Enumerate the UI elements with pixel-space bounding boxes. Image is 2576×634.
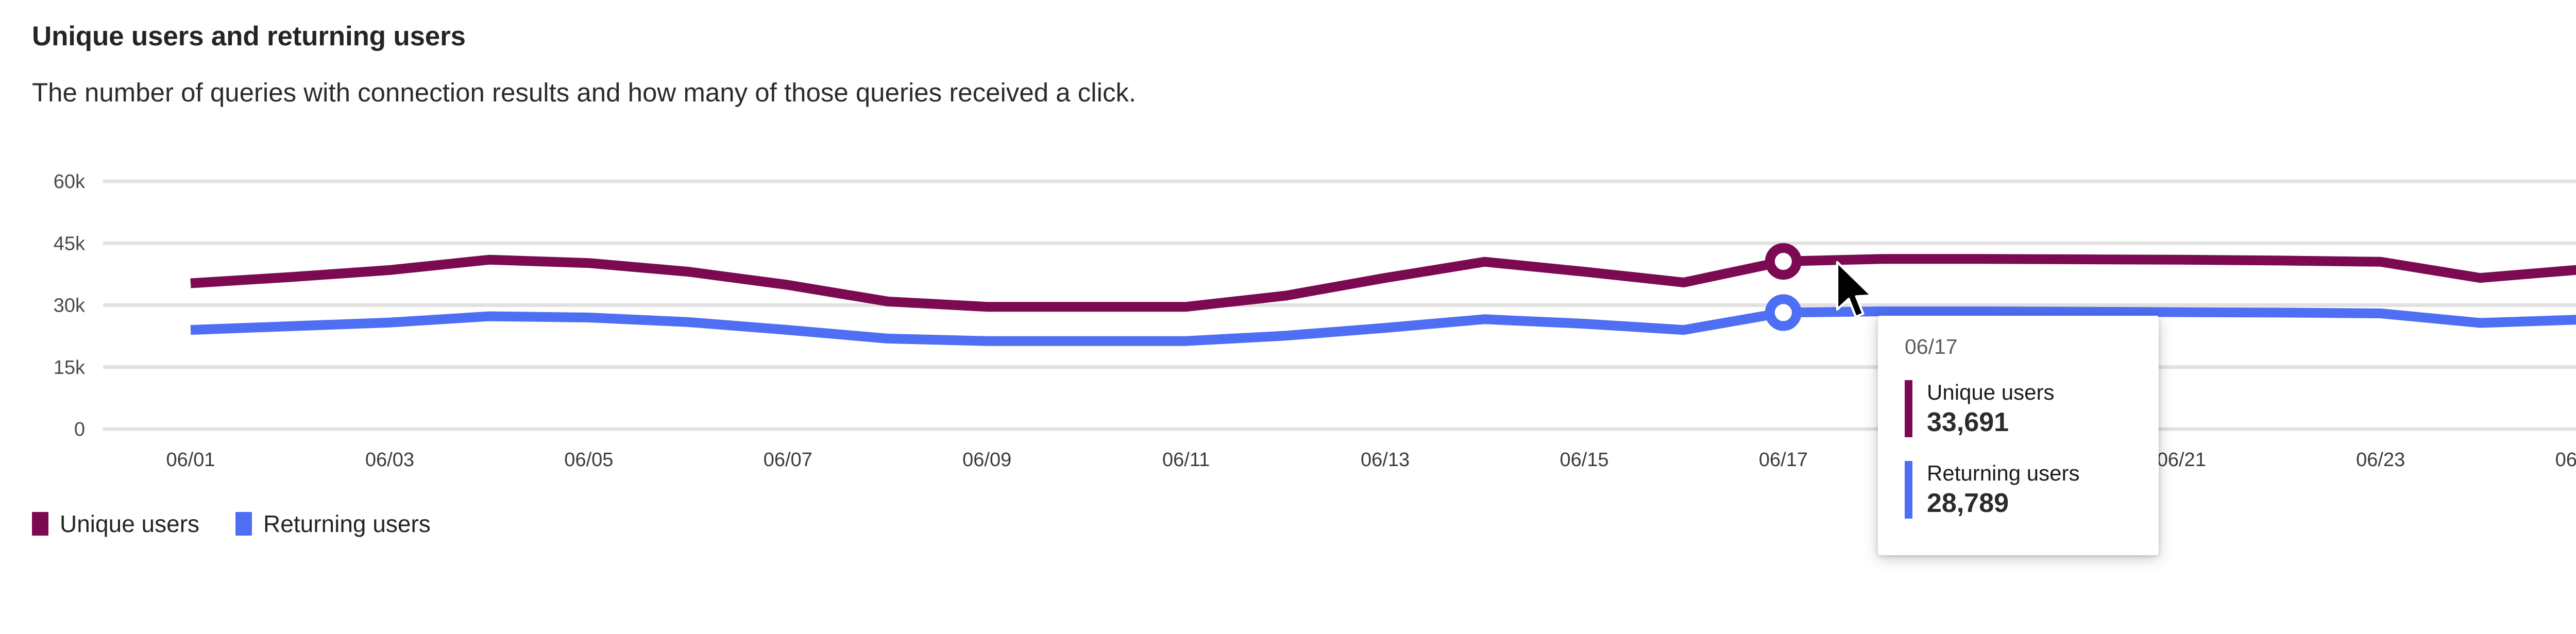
x-axis-tick-label: 06/17 — [1759, 449, 1808, 471]
tooltip-row-unique-users: Unique users 33,691 — [1905, 380, 2132, 438]
tooltip-series-value: 33,691 — [1927, 407, 2009, 438]
hover-markers — [1765, 243, 1802, 331]
tooltip-series-value: 28,789 — [1927, 488, 2009, 519]
x-axis-tick-label: 06/21 — [2157, 449, 2206, 471]
y-axis-tick-label: 0 — [74, 419, 85, 440]
legend-item-unique-users[interactable]: Unique users — [32, 510, 199, 538]
x-axis-tick-label: 06/13 — [1361, 449, 1410, 471]
tooltip-series-name: Returning users — [1927, 461, 2080, 486]
tooltip-row-returning-users: Returning users 28,789 — [1905, 461, 2132, 519]
hover-point-marker[interactable] — [1765, 243, 1802, 280]
tooltip-series-name: Unique users — [1927, 380, 2055, 404]
hover-point-marker[interactable] — [1765, 294, 1802, 331]
x-axis-tick-label: 06/05 — [564, 449, 613, 471]
legend-swatch-icon — [32, 512, 48, 536]
x-axis-tick-label: 06/03 — [365, 449, 414, 471]
x-axis-tick-label: 06/15 — [1560, 449, 1608, 471]
legend-label: Returning users — [263, 510, 431, 537]
x-axis-tick-label: 06/09 — [962, 449, 1011, 471]
y-axis-tick-label: 30k — [54, 295, 86, 317]
tooltip-series-color-bar — [1905, 461, 1912, 519]
gridlines — [103, 179, 2576, 431]
x-axis-tick-labels: 06/01 06/03 06/05 06/07 06/09 06/11 06/13 06/15… — [166, 449, 2576, 471]
legend-swatch-icon — [235, 512, 252, 536]
page-title: Unique users and returning users — [32, 21, 466, 52]
y-axis-tick-labels: 0 15k 30k 45k 60k — [54, 171, 86, 440]
x-axis-tick-label: 06/25 — [2555, 449, 2576, 471]
plot-area: 0 15k 30k 45k 60k 06/01 06/03 06/05 06/07 06/09 0… — [0, 155, 2576, 474]
chart-tooltip: 06/17 Unique users 33,691 Returning user… — [1878, 316, 2159, 555]
x-axis-tick-label: 06/01 — [166, 449, 215, 471]
tooltip-date: 06/17 — [1905, 335, 1958, 358]
series-line — [190, 306, 2576, 346]
series-line — [190, 254, 2576, 312]
x-axis-tick-label: 06/23 — [2356, 449, 2405, 471]
y-axis-tick-label: 45k — [54, 233, 86, 254]
x-axis-tick-label: 06/07 — [764, 449, 812, 471]
chart-legend: Unique users Returning users — [32, 510, 431, 538]
y-axis-tick-label: 60k — [54, 171, 86, 193]
legend-label: Unique users — [60, 510, 200, 537]
y-axis-tick-label: 15k — [54, 357, 86, 379]
page-subtitle: The number of queries with connection re… — [32, 78, 1137, 107]
tooltip-series-color-bar — [1905, 380, 1912, 438]
legend-item-returning-users[interactable]: Returning users — [235, 510, 431, 538]
x-axis-tick-label: 06/11 — [1162, 449, 1210, 471]
series-lines — [190, 254, 2576, 346]
